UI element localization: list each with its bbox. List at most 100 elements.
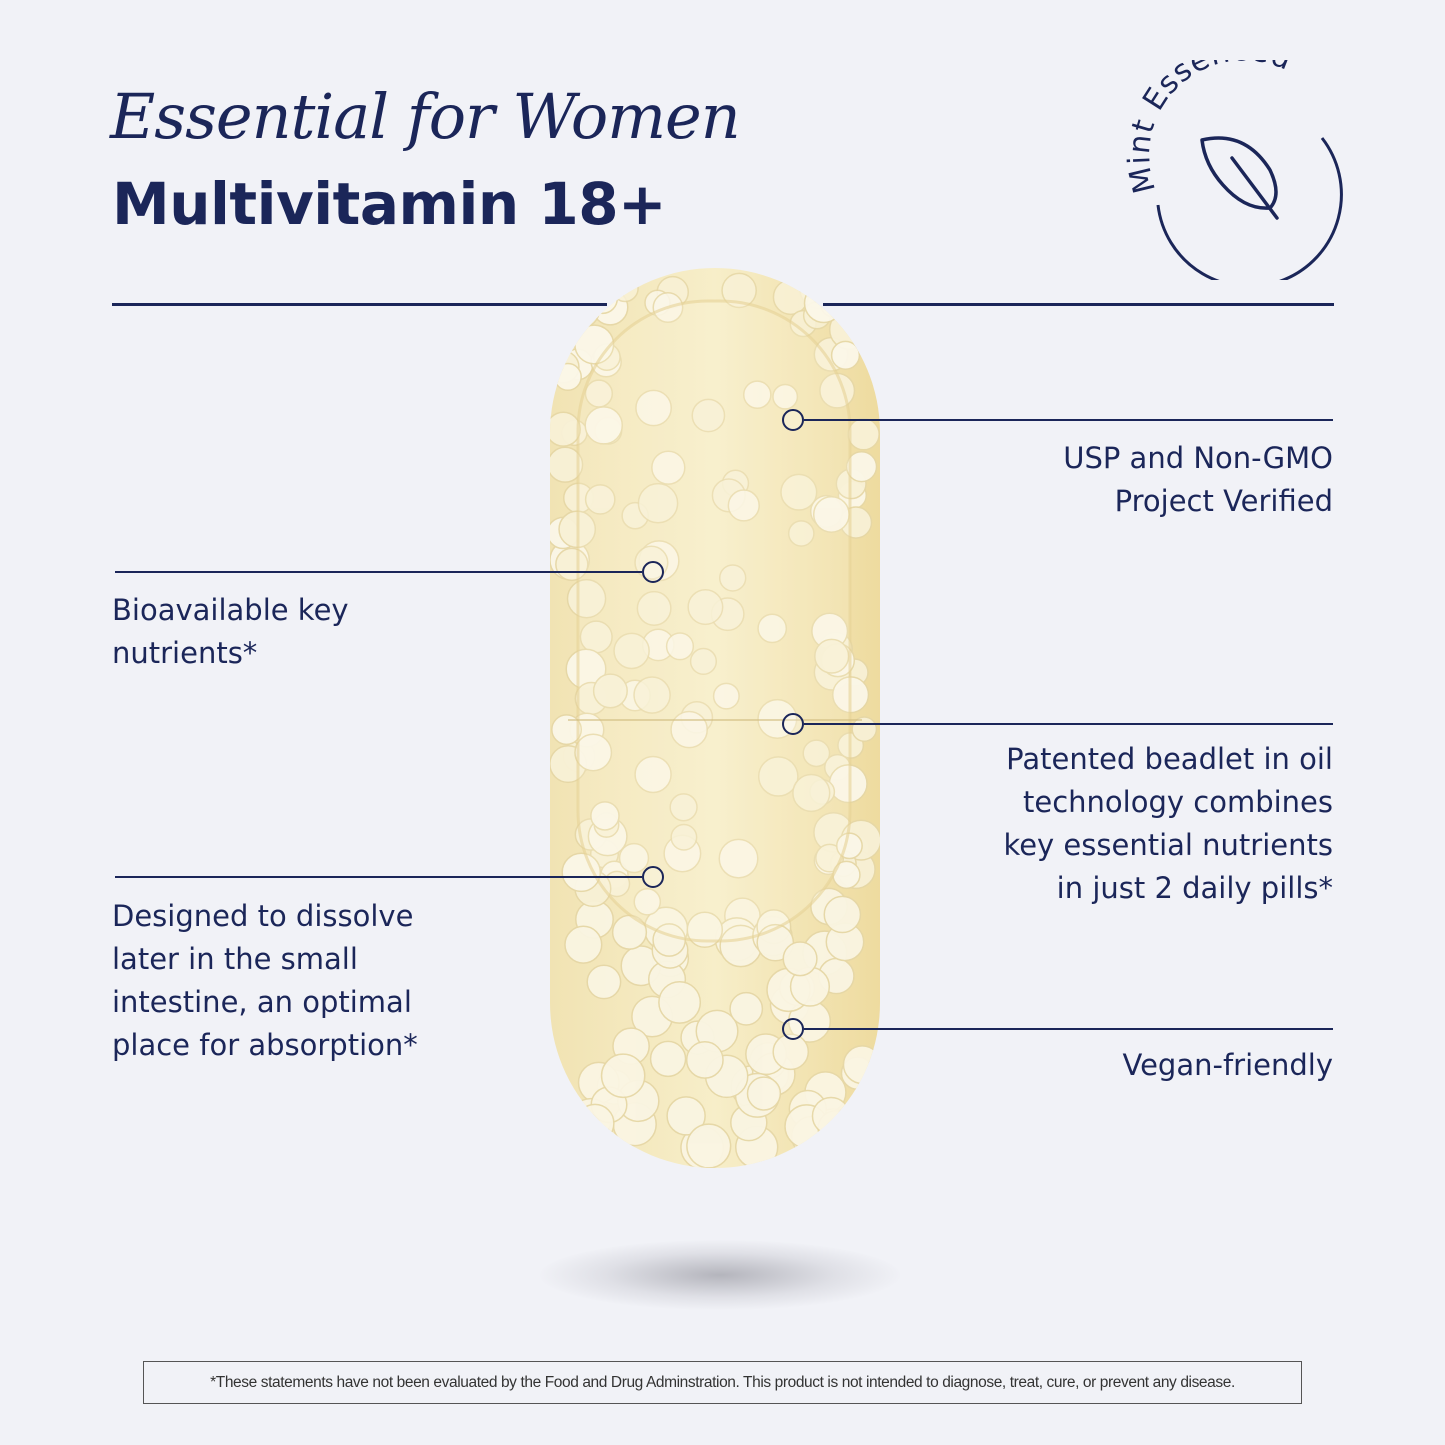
bead [592, 673, 628, 709]
callout-beadlet: Patented beadlet in oil technology combi… [1003, 738, 1333, 910]
callout-text: in just 2 daily pills* [1056, 871, 1333, 905]
bead [782, 941, 818, 977]
bead [553, 362, 582, 392]
fda-disclaimer: *These statements have not been evaluate… [143, 1361, 1302, 1404]
bead [670, 823, 698, 851]
bead [772, 279, 809, 316]
callout-marker-beadlet [782, 713, 804, 735]
callout-marker-usp [782, 409, 804, 431]
bead [689, 647, 718, 675]
bead [686, 1123, 732, 1168]
bead [634, 755, 672, 794]
callout-text: intestine, an optimal [112, 985, 412, 1019]
bead [649, 1040, 687, 1078]
bead [562, 291, 601, 329]
bead [718, 838, 759, 879]
callout-marker-dissolve [642, 866, 664, 888]
bead [787, 520, 815, 547]
callout-text: USP and Non-GMO [1063, 441, 1333, 475]
bead [574, 733, 613, 772]
bead [550, 411, 582, 447]
product-subtitle: Multivitamin 18+ [112, 170, 667, 238]
divider-right [823, 303, 1334, 306]
bead [575, 1103, 615, 1144]
bead [780, 473, 818, 511]
bead [811, 1096, 851, 1136]
callout-text: Vegan-friendly [1122, 1048, 1334, 1082]
bead [772, 383, 799, 410]
mint-leaf-icon [1200, 136, 1279, 220]
divider-left [112, 303, 607, 306]
callout-line-usp [804, 419, 1333, 421]
bead [587, 283, 619, 315]
bead [658, 980, 702, 1024]
bead [550, 446, 584, 483]
bead [686, 911, 724, 949]
bead [802, 739, 831, 768]
bead [618, 842, 650, 874]
callout-text: Bioavailable key [112, 593, 349, 627]
bead [742, 380, 772, 410]
bead [847, 417, 880, 451]
bead [757, 613, 788, 644]
bead [633, 887, 662, 916]
callout-text: technology combines [1023, 785, 1333, 819]
bead [792, 773, 831, 813]
bead [845, 451, 878, 483]
bead [823, 895, 862, 934]
bead [636, 590, 672, 626]
bead [666, 1096, 706, 1136]
bead [757, 756, 799, 797]
mint-essenced-badge: Mint Essenced [1120, 33, 1360, 289]
bead [564, 925, 603, 964]
callout-marker-bioavailable [642, 561, 664, 583]
bead [600, 1053, 646, 1099]
callout-text: nutrients* [112, 636, 258, 670]
bead [746, 1076, 782, 1111]
bead [584, 484, 616, 515]
callout-line-dissolve [115, 876, 642, 878]
bead [685, 1041, 724, 1079]
bead [613, 632, 650, 670]
callout-text: later in the small [112, 942, 358, 976]
capsule-shadow [540, 1240, 900, 1310]
callout-text: place for absorption* [112, 1028, 418, 1062]
bead [721, 272, 757, 309]
bead [718, 564, 747, 592]
capsule-image [548, 266, 882, 1170]
bead [727, 489, 760, 522]
bead [586, 964, 622, 1000]
callout-text: Project Verified [1114, 484, 1333, 518]
bead [687, 589, 724, 626]
callout-line-bioavailable [115, 571, 642, 573]
bead [550, 1120, 582, 1156]
callout-line-vegan [804, 1028, 1333, 1030]
callout-text: Patented beadlet in oil [1006, 742, 1333, 776]
callout-vegan: Vegan-friendly [1123, 1044, 1334, 1087]
callout-bioavailable: Bioavailable key nutrients* [112, 589, 349, 675]
callout-usp: USP and Non-GMO Project Verified [1063, 437, 1333, 523]
bead [830, 340, 861, 370]
bead [665, 632, 695, 661]
bead [584, 379, 614, 408]
callout-line-beadlet [804, 723, 1333, 725]
bead [843, 271, 880, 307]
callout-marker-vegan [782, 1018, 804, 1040]
bead [729, 991, 764, 1026]
bead [551, 714, 583, 746]
callout-dissolve: Designed to dissolve later in the small … [112, 895, 418, 1067]
bead [550, 1137, 585, 1168]
callout-text: key essential nutrients [1003, 828, 1333, 862]
callout-text: Designed to dissolve [112, 899, 414, 933]
bead [635, 389, 673, 427]
bead [712, 682, 740, 710]
bead [803, 283, 844, 324]
bead [561, 852, 602, 893]
bead [611, 274, 639, 303]
bead [633, 676, 671, 714]
bead [637, 482, 679, 524]
bead [590, 801, 620, 831]
bead [651, 450, 686, 485]
bead [669, 793, 698, 822]
bead [691, 398, 726, 433]
